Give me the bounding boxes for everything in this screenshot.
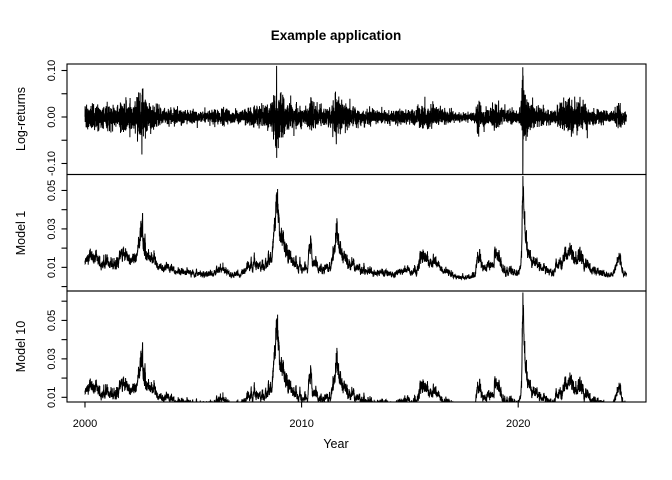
axis-layer: 0.10 0.00 -0.10 0.05 0.03 0.01 0.05 0.03 0.01 200… [46,60,530,430]
x-tick-label: 2010 [289,418,313,430]
series-line-model1 [84,175,627,281]
y-tick-label: 0.01 [46,257,58,278]
panel-borders [66,63,647,403]
y-tick-label: 0.10 [46,60,58,81]
y-axis-title-model10: Model 10 [14,321,28,372]
y-tick-label: -0.10 [46,151,58,176]
x-tick-label: 2020 [506,418,530,430]
y-tick-label: 0.05 [46,180,58,201]
y-axis-title-log-returns: Log-returns [14,87,28,151]
y-tick-label: 0.05 [46,310,58,331]
y-tick-label: 0.03 [46,218,58,239]
series-layer [84,65,627,402]
y-tick-label: 0.01 [46,387,58,408]
y-tick-label: 0.00 [46,106,58,127]
series-line-log_returns [84,65,627,174]
x-tick-label: 2000 [73,418,97,430]
panel-border-model10 [66,290,647,403]
series-line-model10 [84,292,626,402]
y-axis-title-model1: Model 1 [14,211,28,256]
chart-title: Example application [271,28,402,43]
x-axis-title: Year [323,437,348,451]
y-tick-label: 0.03 [46,348,58,369]
